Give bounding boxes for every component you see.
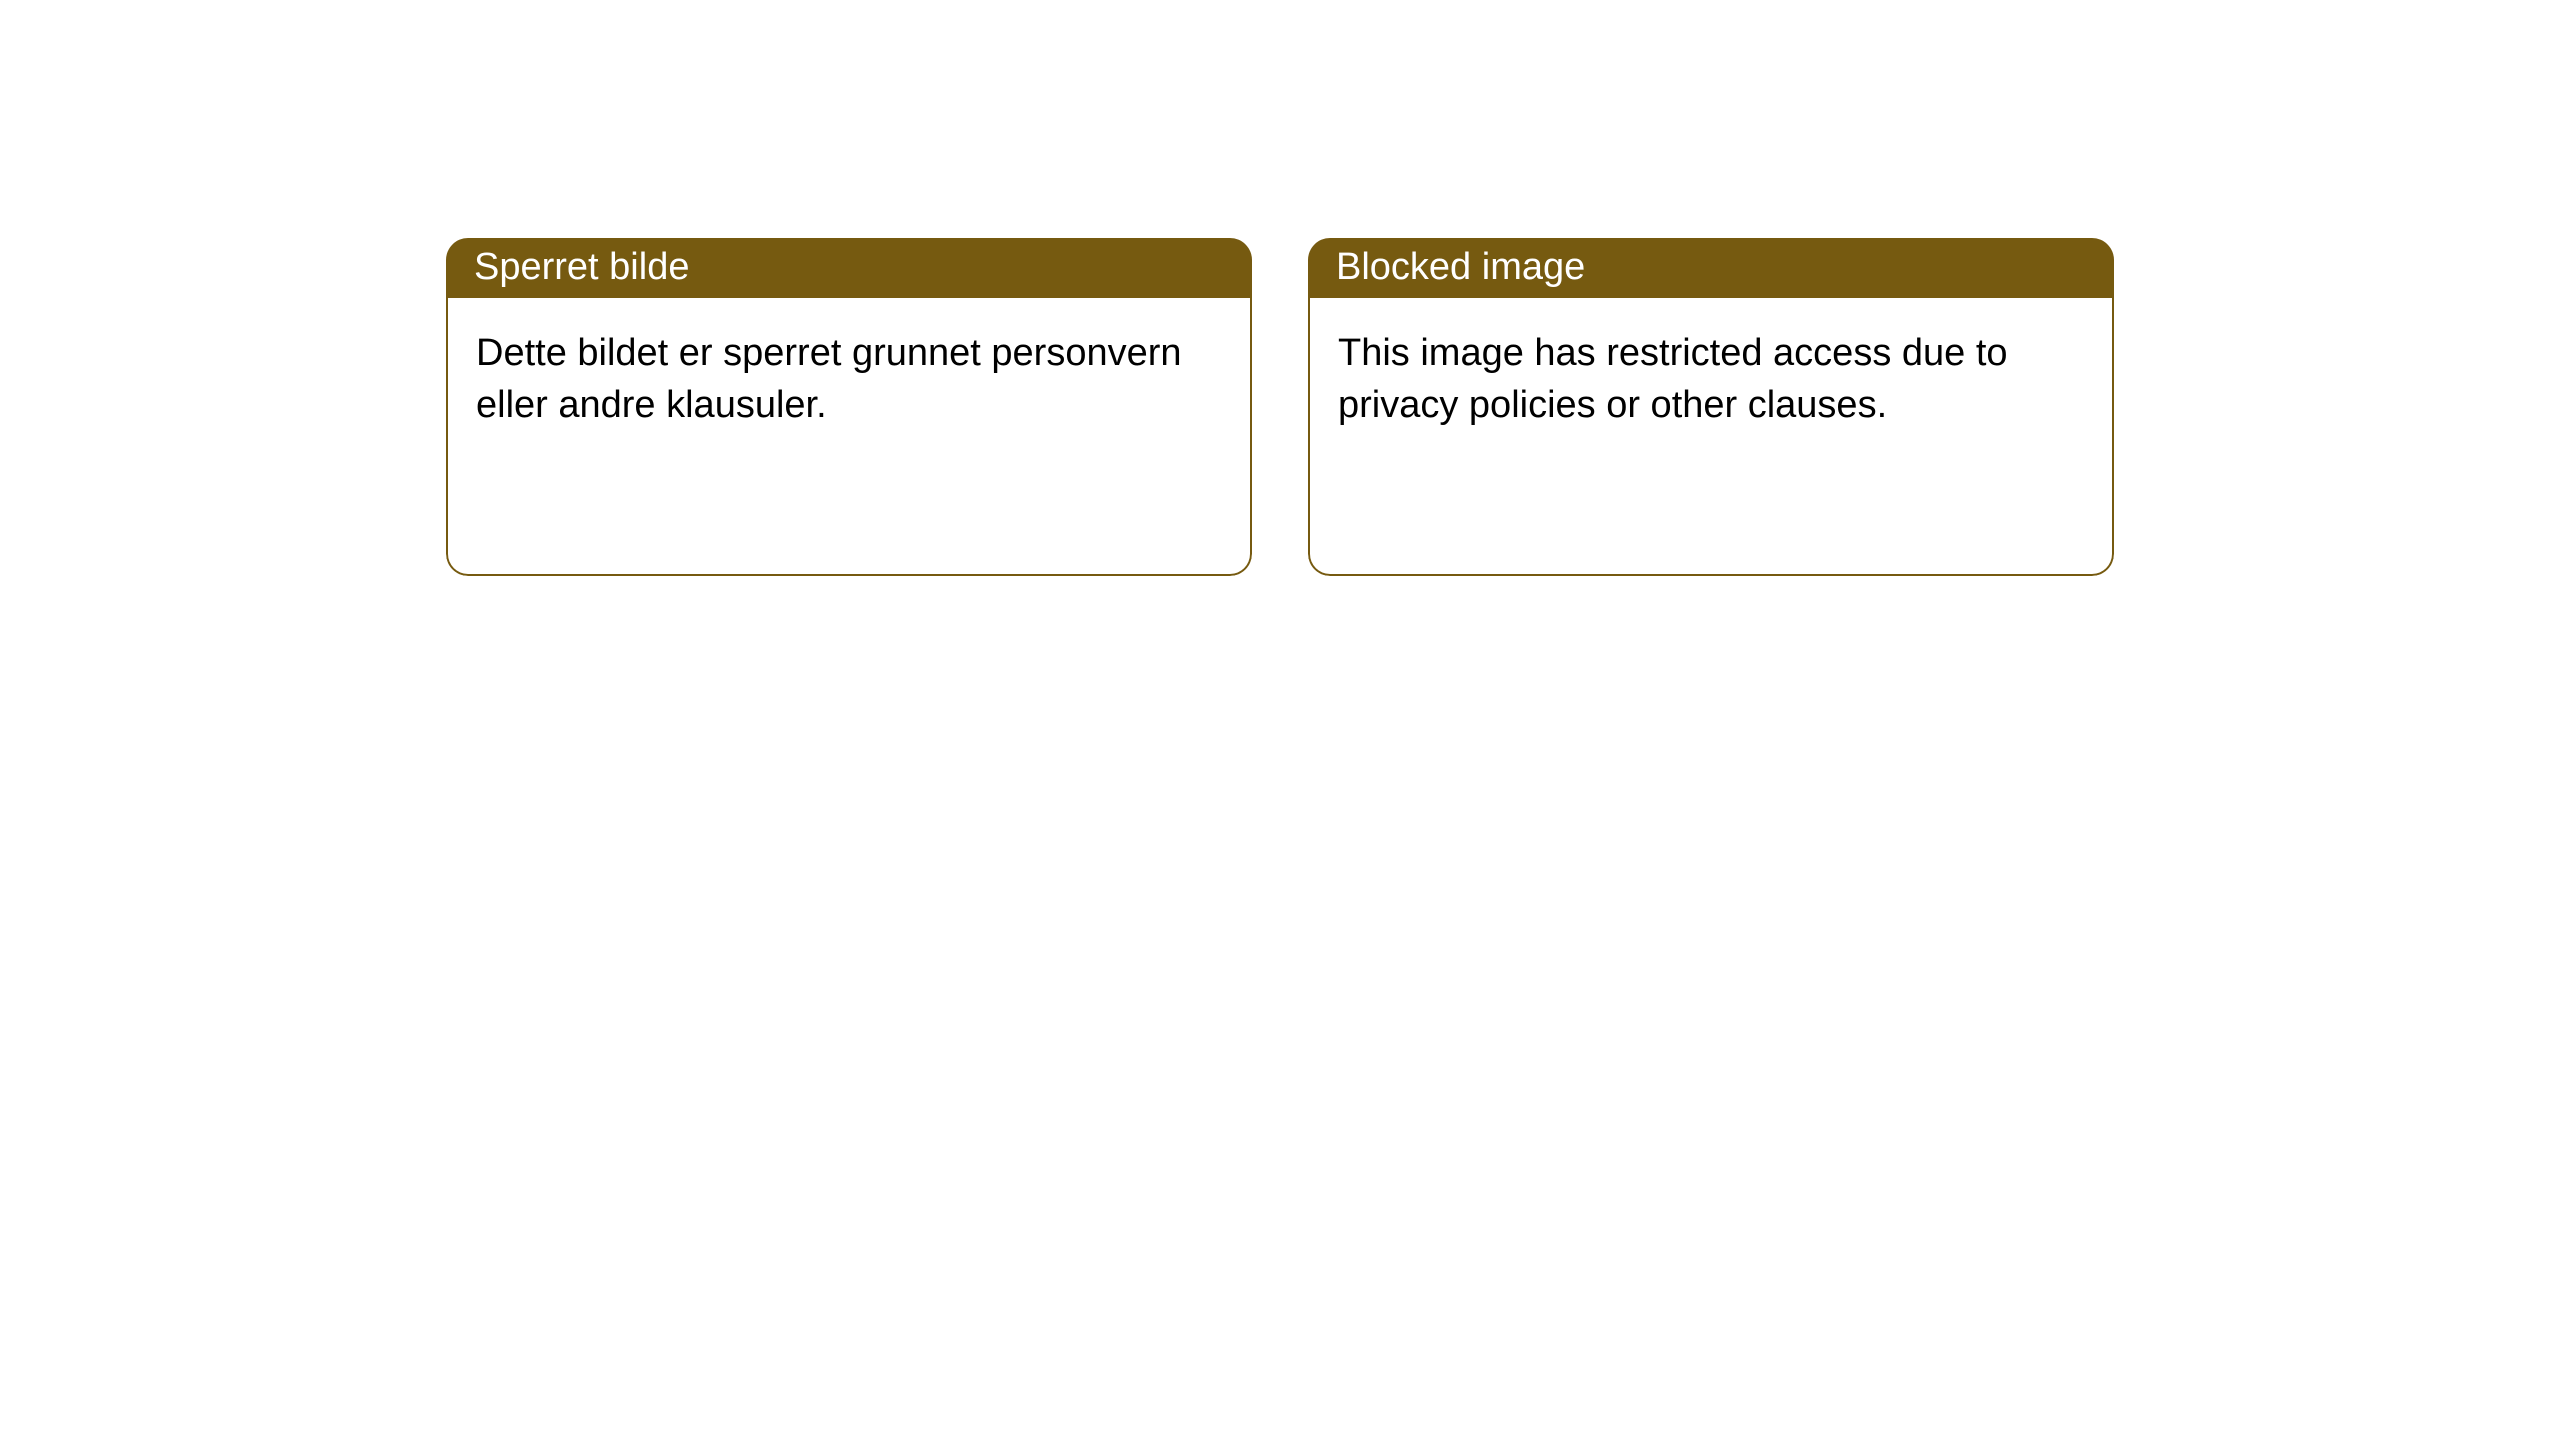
card-body-english: This image has restricted access due to … [1308, 298, 2114, 576]
card-header-norwegian: Sperret bilde [446, 238, 1252, 298]
card-body-norwegian: Dette bildet er sperret grunnet personve… [446, 298, 1252, 576]
notice-card-norwegian: Sperret bilde Dette bildet er sperret gr… [446, 238, 1252, 576]
notice-cards-row: Sperret bilde Dette bildet er sperret gr… [446, 238, 2114, 576]
card-header-english: Blocked image [1308, 238, 2114, 298]
notice-card-english: Blocked image This image has restricted … [1308, 238, 2114, 576]
